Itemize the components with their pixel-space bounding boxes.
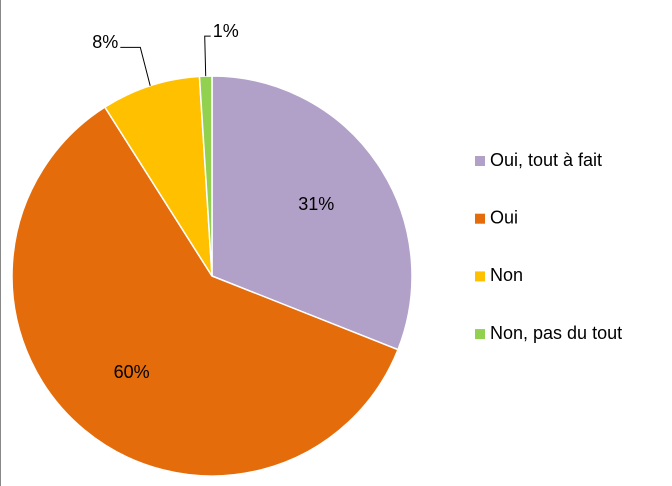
legend-label: Oui — [490, 207, 518, 227]
leader-line — [120, 46, 151, 86]
data-label: 1% — [213, 21, 239, 41]
data-label: 31% — [298, 194, 334, 214]
data-label: 8% — [92, 32, 118, 52]
legend-label: Oui, tout à fait — [490, 150, 602, 170]
legend-swatch — [475, 271, 485, 282]
legend-label: Non — [490, 265, 523, 285]
legend-label: Non, pas du tout — [490, 323, 622, 343]
pie-slice — [11, 106, 399, 477]
pie-slice — [211, 75, 413, 351]
data-label: 60% — [114, 362, 150, 382]
legend-swatch — [475, 156, 485, 166]
leader-line — [204, 35, 211, 77]
pie-slice — [103, 75, 213, 277]
legend-swatch — [475, 329, 485, 340]
legend-swatch — [475, 213, 485, 224]
pie-slice — [198, 75, 213, 277]
